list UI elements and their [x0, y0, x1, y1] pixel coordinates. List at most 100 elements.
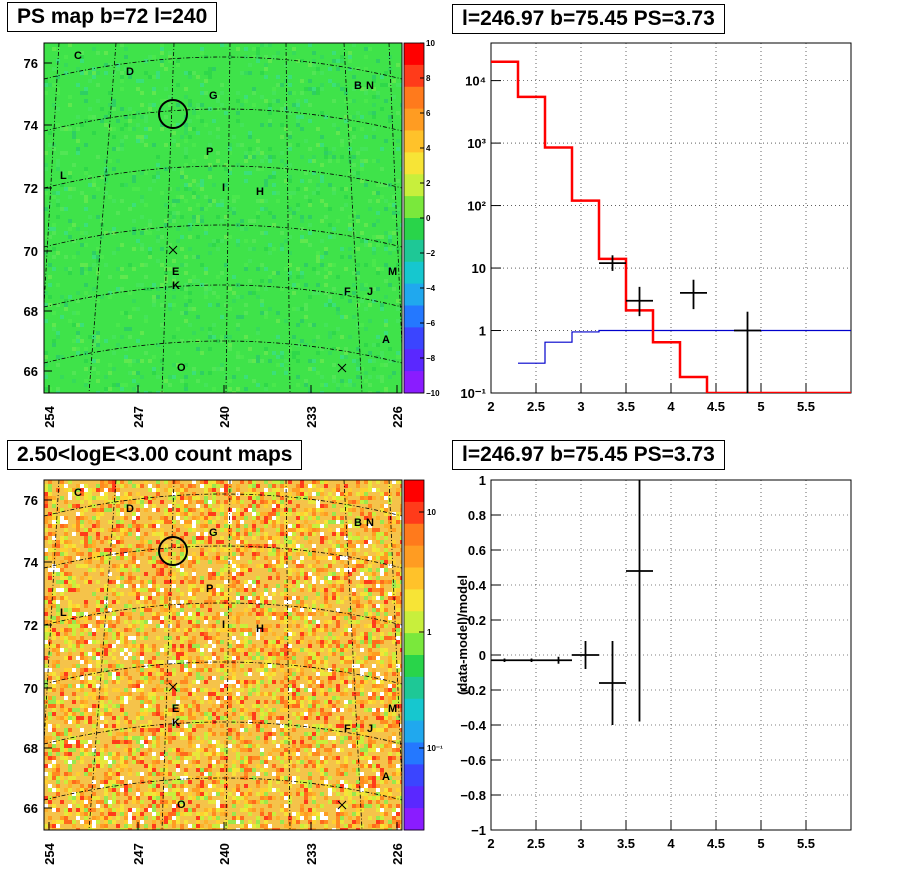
- ps-map-colorbar-segment: [404, 239, 424, 263]
- source-label-H: H: [256, 623, 264, 635]
- source-label-H: H: [256, 186, 264, 198]
- count-map-colorbar-segment: [404, 808, 424, 831]
- colorbar-tick-label: −10: [426, 389, 440, 398]
- ps-map-colorbar-segment: [404, 86, 424, 110]
- ps-map-colorbar-segment: [404, 327, 424, 350]
- y-tick-label: 0.4: [468, 578, 487, 593]
- spectrum-plot-frame: [490, 42, 852, 394]
- y-tick-label: 1: [479, 324, 486, 339]
- x-tick-label: 5: [757, 836, 764, 851]
- count-map-colorbar-segment: [404, 567, 424, 590]
- source-label-P: P: [206, 146, 213, 158]
- y-tick-label: −0.4: [460, 718, 486, 733]
- source-label-I: I: [222, 182, 225, 194]
- count-map: C D G B N P L I H EK M F J A O 254 247 240 233 226 76 74 72 70 6…: [24, 479, 443, 865]
- colorbar-tick-label: 10: [427, 508, 436, 517]
- ps-map-colorbar-segment: [404, 349, 424, 372]
- colorbar-tick-label: −4: [426, 284, 436, 293]
- residual-y-axis-label: (data-model)/model: [455, 575, 470, 695]
- count-map-colorbar-segment: [404, 480, 424, 503]
- count-map-colorbar-segment: [404, 698, 424, 722]
- count-map-colorbar-segment: [404, 720, 424, 743]
- map-y-tick-label: 70: [24, 681, 38, 696]
- x-tick-label: 2: [487, 836, 494, 851]
- source-label-J: J: [367, 286, 373, 298]
- count-map-title: 2.50<logE<3.00 count maps: [7, 440, 303, 470]
- map-y-tick-label: 76: [24, 56, 38, 71]
- colorbar-tick-label: 1: [427, 628, 432, 637]
- x-tick-label: 4.5: [707, 836, 725, 851]
- ps-map-title: PS map b=72 l=240: [7, 2, 218, 32]
- colorbar-tick-label: −8: [426, 354, 436, 363]
- y-tick-label: 0.6: [468, 543, 486, 558]
- ps-map-colorbar-segment: [404, 218, 424, 241]
- colorbar-tick-label: 10⁻¹: [427, 744, 443, 753]
- ps-map-colorbar-segment: [404, 108, 424, 131]
- map-y-tick-label: 72: [24, 181, 38, 196]
- colorbar-tick-label: 8: [426, 74, 431, 83]
- ps-map-colorbar-segment: [404, 196, 424, 219]
- ps-map-target-circle: [158, 99, 188, 129]
- x-tick-label: 5: [757, 399, 764, 414]
- colorbar-tick-label: −6: [426, 319, 436, 328]
- source-label-B: B: [354, 80, 362, 92]
- source-label-D: D: [126, 66, 134, 78]
- x-tick-label: 5.5: [797, 399, 815, 414]
- map-x-tick-label: 233: [304, 406, 319, 428]
- source-label-P: P: [206, 583, 213, 595]
- colorbar-tick-label: 0: [426, 214, 431, 223]
- x-tick-label: 2.5: [527, 399, 545, 414]
- map-y-tick-label: 72: [24, 618, 38, 633]
- colorbar-tick-label: −2: [426, 249, 436, 258]
- source-label-C: C: [74, 487, 82, 499]
- x-tick-label: 3.5: [617, 836, 635, 851]
- source-label-B: B: [354, 517, 362, 529]
- count-map-colorbar-segment: [404, 786, 424, 809]
- spectrum-title: l=246.97 b=75.45 PS=3.73: [452, 4, 725, 34]
- source-label-F: F: [344, 286, 351, 298]
- source-label-E: E: [172, 266, 179, 278]
- count-map-colorbar-segment: [404, 545, 424, 568]
- x-tick-label: 2: [487, 399, 494, 414]
- source-label-C: C: [74, 50, 82, 62]
- count-map-colorbar-segment: [404, 764, 424, 787]
- count-map-colorbar-segment: [404, 523, 424, 547]
- count-map-cross-marker: [168, 682, 178, 692]
- count-map-frame: [43, 479, 403, 831]
- ps-map-colorbar-segment: [404, 283, 424, 306]
- y-tick-label: 10⁴: [465, 74, 486, 89]
- ps-map-colorbar-segment: [404, 130, 424, 153]
- source-label-A: A: [382, 334, 390, 346]
- ps-map-colorbar-segment: [404, 64, 424, 88]
- y-tick-label: 10⁻¹: [460, 386, 486, 401]
- count-map-target-circle: [158, 536, 188, 566]
- x-tick-label: 3: [577, 399, 584, 414]
- y-tick-label: −1: [471, 823, 486, 838]
- colorbar-tick-label: 4: [426, 144, 431, 153]
- source-label-D: D: [126, 503, 134, 515]
- count-map-colorbar-segment: [404, 611, 424, 634]
- map-x-tick-label: 254: [42, 405, 57, 427]
- y-tick-label: 10³: [467, 136, 486, 151]
- total-model-line: [491, 60, 851, 393]
- residual-plot: 2 2.5 3 3.5 4 4.5 5 5.5 −1 −0.8 −0.6 −0.4 −0.2 0 0.2 0.…: [455, 473, 852, 851]
- map-x-tick-label: 247: [131, 406, 146, 428]
- count-map-colorbar-segment: [404, 655, 424, 678]
- source-label-M: M: [388, 266, 397, 278]
- ps-map-colorbar-segment: [404, 152, 424, 175]
- count-map-colorbar-segment: [404, 633, 424, 656]
- source-label-A: A: [382, 771, 390, 783]
- source-label-O: O: [177, 362, 186, 374]
- ps-map-background: [44, 43, 402, 393]
- map-x-tick-label: 233: [304, 843, 319, 865]
- ps-map-colorbar-segment: [404, 305, 424, 328]
- count-map-cross-marker: [337, 800, 347, 810]
- map-y-tick-label: 70: [24, 244, 38, 259]
- colorbar-tick-label: 6: [426, 109, 431, 118]
- x-tick-label: 4.5: [707, 399, 725, 414]
- ps-map-cross-marker: [168, 245, 178, 255]
- source-label-O: O: [177, 799, 186, 811]
- y-tick-label: 0: [479, 648, 486, 663]
- count-map-colorbar-frame: [403, 479, 425, 831]
